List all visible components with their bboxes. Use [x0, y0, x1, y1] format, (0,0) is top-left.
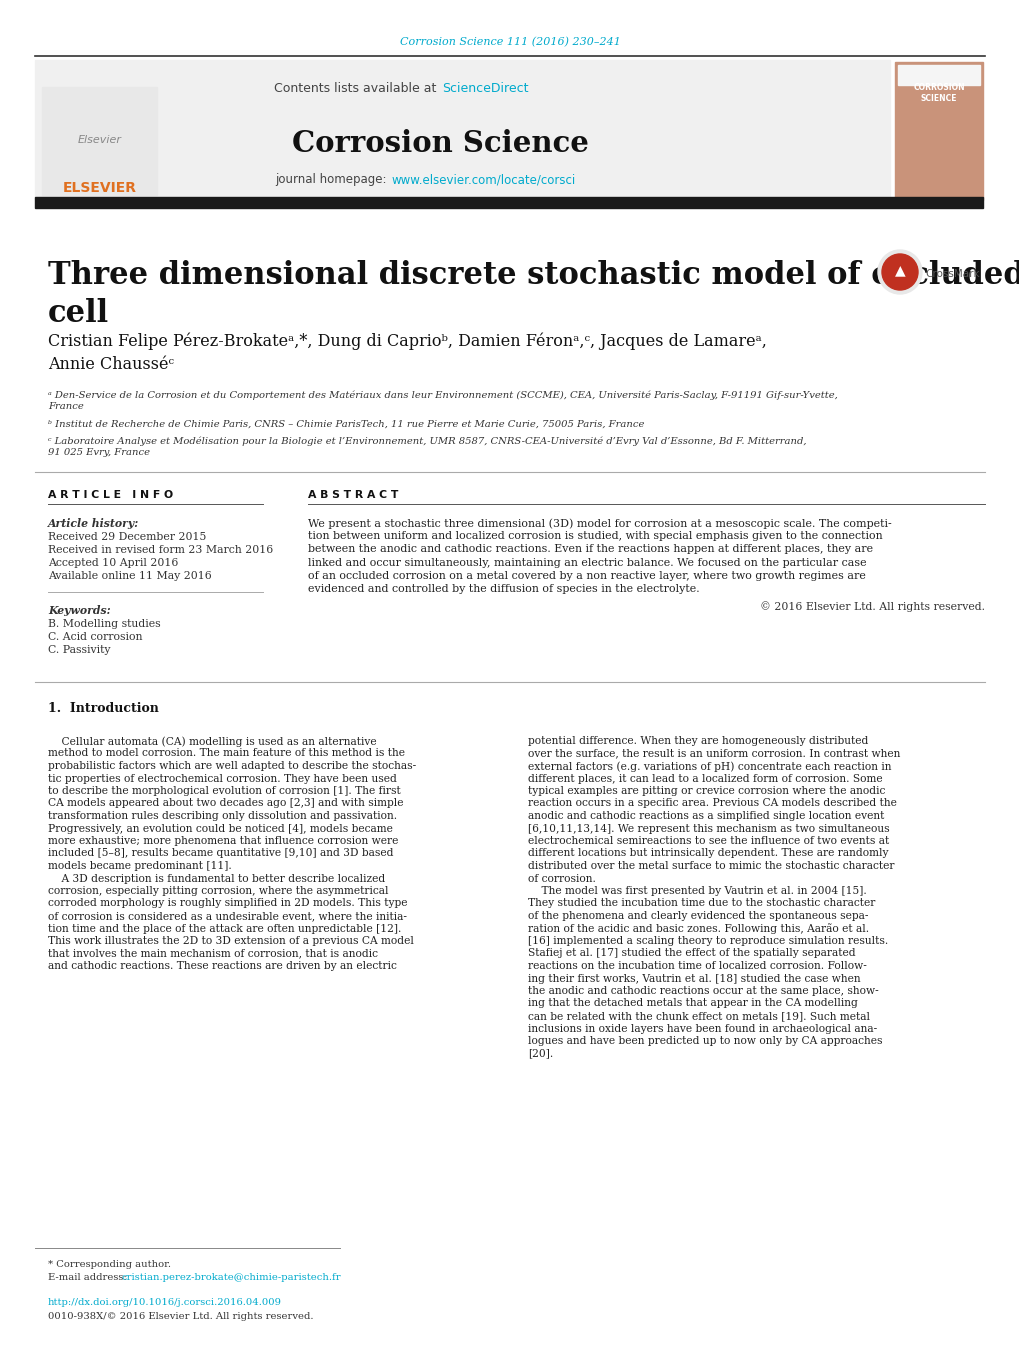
Text: [6,10,11,13,14]. We represent this mechanism as two simultaneous: [6,10,11,13,14]. We represent this mecha…	[528, 824, 889, 834]
Text: reaction occurs in a specific area. Previous CA models described the: reaction occurs in a specific area. Prev…	[528, 798, 896, 808]
Text: to describe the morphological evolution of corrosion [1]. The first: to describe the morphological evolution …	[48, 786, 400, 796]
Text: included [5–8], results became quantitative [9,10] and 3D based: included [5–8], results became quantitat…	[48, 848, 393, 858]
Text: method to model corrosion. The main feature of this method is the: method to model corrosion. The main feat…	[48, 748, 405, 758]
Text: over the surface, the result is an uniform corrosion. In contrast when: over the surface, the result is an unifo…	[528, 748, 900, 758]
Text: probabilistic factors which are well adapted to describe the stochas-: probabilistic factors which are well ada…	[48, 761, 416, 771]
Text: of corrosion.: of corrosion.	[528, 874, 595, 884]
Text: ᶜ Laboratoire Analyse et Modélisation pour la Biologie et l’Environnement, UMR 8: ᶜ Laboratoire Analyse et Modélisation po…	[48, 436, 806, 457]
Text: ▲: ▲	[894, 263, 905, 277]
Text: C. Passivity: C. Passivity	[48, 644, 110, 655]
Text: The model was first presented by Vautrin et al. in 2004 [15].: The model was first presented by Vautrin…	[528, 886, 866, 896]
Text: Keywords:: Keywords:	[48, 605, 110, 616]
Text: more exhaustive; more phenomena that influence corrosion were: more exhaustive; more phenomena that inf…	[48, 836, 398, 846]
Text: [16] implemented a scaling theory to reproduce simulation results.: [16] implemented a scaling theory to rep…	[528, 936, 888, 946]
Text: potential difference. When they are homogeneously distributed: potential difference. When they are homo…	[528, 736, 867, 746]
Text: C. Acid corrosion: C. Acid corrosion	[48, 632, 143, 642]
Text: 0010-938X/© 2016 Elsevier Ltd. All rights reserved.: 0010-938X/© 2016 Elsevier Ltd. All right…	[48, 1312, 313, 1321]
Text: logues and have been predicted up to now only by CA approaches: logues and have been predicted up to now…	[528, 1036, 881, 1046]
Text: This work illustrates the 2D to 3D extension of a previous CA model: This work illustrates the 2D to 3D exten…	[48, 936, 414, 946]
Bar	[42, 86, 157, 195]
Text: models became predominant [11].: models became predominant [11].	[48, 861, 231, 871]
Text: © 2016 Elsevier Ltd. All rights reserved.: © 2016 Elsevier Ltd. All rights reserved…	[759, 601, 984, 612]
Text: Annie Chausséᶜ: Annie Chausséᶜ	[48, 357, 174, 373]
Text: Received in revised form 23 March 2016: Received in revised form 23 March 2016	[48, 544, 273, 555]
Text: evidenced and controlled by the diffusion of species in the electrolyte.: evidenced and controlled by the diffusio…	[308, 584, 699, 594]
Text: corrosion, especially pitting corrosion, where the asymmetrical: corrosion, especially pitting corrosion,…	[48, 886, 388, 896]
Text: E-mail address:: E-mail address:	[48, 1273, 129, 1282]
Text: transformation rules describing only dissolution and passivation.: transformation rules describing only dis…	[48, 811, 396, 821]
Text: can be related with the chunk effect on metals [19]. Such metal: can be related with the chunk effect on …	[528, 1011, 869, 1021]
Text: anodic and cathodic reactions as a simplified single location event: anodic and cathodic reactions as a simpl…	[528, 811, 883, 821]
Circle shape	[877, 250, 921, 295]
Text: 1.  Introduction: 1. Introduction	[48, 703, 159, 715]
Text: ScienceDirect: ScienceDirect	[441, 81, 528, 95]
Text: www.elsevier.com/locate/corsci: www.elsevier.com/locate/corsci	[391, 173, 576, 186]
Text: of an occluded corrosion on a metal covered by a non reactive layer, where two g: of an occluded corrosion on a metal cove…	[308, 571, 865, 581]
Text: B. Modelling studies: B. Modelling studies	[48, 619, 160, 630]
Circle shape	[881, 254, 917, 290]
Text: linked and occur simultaneously, maintaining an electric balance. We focused on : linked and occur simultaneously, maintai…	[308, 558, 866, 567]
Text: and cathodic reactions. These reactions are driven by an electric: and cathodic reactions. These reactions …	[48, 961, 396, 971]
Text: Corrosion Science: Corrosion Science	[291, 128, 588, 158]
Text: that involves the main mechanism of corrosion, that is anodic: that involves the main mechanism of corr…	[48, 948, 378, 958]
Text: reactions on the incubation time of localized corrosion. Follow-: reactions on the incubation time of loca…	[528, 961, 866, 971]
Text: CA models appeared about two decades ago [2,3] and with simple: CA models appeared about two decades ago…	[48, 798, 404, 808]
Text: ᵃ Den-Service de la Corrosion et du Comportement des Matériaux dans leur Environ: ᵃ Den-Service de la Corrosion et du Comp…	[48, 390, 837, 411]
Text: the anodic and cathodic reactions occur at the same place, show-: the anodic and cathodic reactions occur …	[528, 986, 878, 996]
Text: external factors (e.g. variations of pH) concentrate each reaction in: external factors (e.g. variations of pH)…	[528, 761, 891, 771]
Text: http://dx.doi.org/10.1016/j.corsci.2016.04.009: http://dx.doi.org/10.1016/j.corsci.2016.…	[48, 1298, 281, 1306]
Text: Stafiej et al. [17] studied the effect of the spatially separated: Stafiej et al. [17] studied the effect o…	[528, 948, 855, 958]
Text: CrossMark: CrossMark	[924, 269, 978, 280]
Text: We present a stochastic three dimensional (3D) model for corrosion at a mesoscop: We present a stochastic three dimensiona…	[308, 517, 891, 528]
Text: A R T I C L E   I N F O: A R T I C L E I N F O	[48, 490, 173, 500]
Text: corroded morphology is roughly simplified in 2D models. This type: corroded morphology is roughly simplifie…	[48, 898, 408, 908]
Text: tion time and the place of the attack are often unpredictable [12].: tion time and the place of the attack ar…	[48, 924, 401, 934]
Text: journal homepage:: journal homepage:	[274, 173, 389, 186]
Text: [20].: [20].	[528, 1048, 552, 1058]
Text: ing that the detached metals that appear in the CA modelling: ing that the detached metals that appear…	[528, 998, 857, 1008]
Text: different places, it can lead to a localized form of corrosion. Some: different places, it can lead to a local…	[528, 774, 881, 784]
Bar	[35, 197, 982, 208]
Text: cristian.perez-brokate@chimie-paristech.fr: cristian.perez-brokate@chimie-paristech.…	[122, 1273, 341, 1282]
Bar	[35, 59, 890, 199]
Text: electrochemical semireactions to see the influence of two events at: electrochemical semireactions to see the…	[528, 836, 889, 846]
Text: Progressively, an evolution could be noticed [4], models became: Progressively, an evolution could be not…	[48, 824, 392, 834]
Text: inclusions in oxide layers have been found in archaeological ana-: inclusions in oxide layers have been fou…	[528, 1024, 876, 1034]
Text: typical examples are pitting or crevice corrosion where the anodic: typical examples are pitting or crevice …	[528, 786, 884, 796]
Text: Corrosion Science 111 (2016) 230–241: Corrosion Science 111 (2016) 230–241	[399, 36, 620, 47]
Text: ELSEVIER: ELSEVIER	[63, 181, 137, 195]
Text: Elsevier: Elsevier	[77, 135, 122, 145]
Bar	[894, 62, 982, 200]
Text: ration of the acidic and basic zones. Following this, Aarão et al.: ration of the acidic and basic zones. Fo…	[528, 924, 868, 935]
Text: Accepted 10 April 2016: Accepted 10 April 2016	[48, 558, 178, 567]
Text: CORROSION
SCIENCE: CORROSION SCIENCE	[912, 82, 964, 103]
Text: Cristian Felipe Pérez-Brokateᵃ,*, Dung di Caprioᵇ, Damien Féronᵃ,ᶜ, Jacques de L: Cristian Felipe Pérez-Brokateᵃ,*, Dung d…	[48, 332, 766, 350]
Text: different locations but intrinsically dependent. These are randomly: different locations but intrinsically de…	[528, 848, 888, 858]
Text: Received 29 December 2015: Received 29 December 2015	[48, 532, 206, 542]
Text: A 3D description is fundamental to better describe localized: A 3D description is fundamental to bette…	[48, 874, 385, 884]
Text: ing their first works, Vautrin et al. [18] studied the case when: ing their first works, Vautrin et al. [1…	[528, 974, 860, 984]
Text: A B S T R A C T: A B S T R A C T	[308, 490, 398, 500]
Text: Three dimensional discrete stochastic model of occluded corrosion
cell: Three dimensional discrete stochastic mo…	[48, 259, 1019, 330]
Text: * Corresponding author.: * Corresponding author.	[48, 1260, 171, 1269]
Text: Available online 11 May 2016: Available online 11 May 2016	[48, 571, 212, 581]
Text: tic properties of electrochemical corrosion. They have been used: tic properties of electrochemical corros…	[48, 774, 396, 784]
Text: of the phenomena and clearly evidenced the spontaneous sepa-: of the phenomena and clearly evidenced t…	[528, 911, 867, 921]
Text: They studied the incubation time due to the stochastic character: They studied the incubation time due to …	[528, 898, 874, 908]
Text: Contents lists available at: Contents lists available at	[273, 81, 439, 95]
Text: ᵇ Institut de Recherche de Chimie Paris, CNRS – Chimie ParisTech, 11 rue Pierre : ᵇ Institut de Recherche de Chimie Paris,…	[48, 420, 644, 430]
Text: Cellular automata (CA) modelling is used as an alternative: Cellular automata (CA) modelling is used…	[48, 736, 376, 747]
Text: distributed over the metal surface to mimic the stochastic character: distributed over the metal surface to mi…	[528, 861, 894, 871]
Text: Article history:: Article history:	[48, 517, 140, 530]
Text: tion between uniform and localized corrosion is studied, with special emphasis g: tion between uniform and localized corro…	[308, 531, 881, 542]
Text: between the anodic and cathodic reactions. Even if the reactions happen at diffe: between the anodic and cathodic reaction…	[308, 544, 872, 554]
Bar	[897, 65, 979, 85]
Text: of corrosion is considered as a undesirable event, where the initia-: of corrosion is considered as a undesira…	[48, 911, 407, 921]
